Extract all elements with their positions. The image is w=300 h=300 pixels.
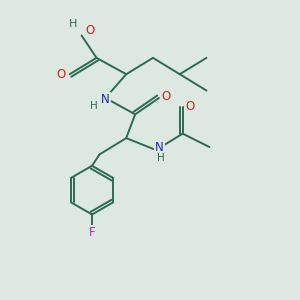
Text: N: N — [101, 93, 110, 106]
Text: O: O — [185, 100, 195, 113]
Text: H: H — [90, 101, 98, 111]
Text: N: N — [155, 141, 164, 154]
Text: O: O — [85, 24, 94, 37]
Text: F: F — [89, 226, 95, 239]
Text: H: H — [158, 153, 165, 163]
Text: H: H — [69, 19, 77, 29]
Text: O: O — [162, 90, 171, 103]
Text: O: O — [57, 68, 66, 81]
